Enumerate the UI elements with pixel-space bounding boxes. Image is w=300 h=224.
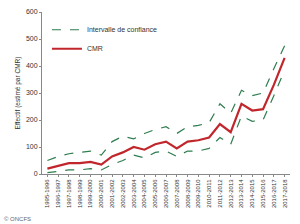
svg-text:600: 600 <box>26 8 38 15</box>
svg-text:Effectif (estimé par CMR): Effectif (estimé par CMR) <box>14 57 22 130</box>
svg-text:2009-2010: 2009-2010 <box>195 179 201 208</box>
svg-text:© ONCFS: © ONCFS <box>4 216 31 222</box>
svg-text:Intervalle de confiance: Intervalle de confiance <box>87 26 157 33</box>
svg-text:400: 400 <box>26 62 38 69</box>
svg-text:2007-2008: 2007-2008 <box>174 179 180 208</box>
svg-text:200: 200 <box>26 116 38 123</box>
svg-text:1996-1997: 1996-1997 <box>55 179 61 208</box>
svg-text:2010-2011: 2010-2011 <box>206 179 212 208</box>
svg-text:1998-1999: 1998-1999 <box>77 179 83 208</box>
svg-text:2003-2004: 2003-2004 <box>131 179 137 208</box>
svg-text:2015-2016: 2015-2016 <box>260 179 266 208</box>
svg-text:2006-2007: 2006-2007 <box>163 179 169 208</box>
svg-text:2012-2013: 2012-2013 <box>228 179 234 208</box>
svg-text:2013-2014: 2013-2014 <box>238 179 244 208</box>
svg-text:0: 0 <box>34 170 38 177</box>
svg-text:2004-2005: 2004-2005 <box>141 179 147 208</box>
svg-text:2017-2018: 2017-2018 <box>282 179 288 208</box>
svg-text:2011-2012: 2011-2012 <box>217 179 223 208</box>
svg-text:1997-1998: 1997-1998 <box>66 179 72 208</box>
svg-text:2008-2009: 2008-2009 <box>185 179 191 208</box>
svg-text:2005-2006: 2005-2006 <box>152 179 158 208</box>
svg-text:1995-1996: 1995-1996 <box>44 179 50 208</box>
svg-text:1999-2000: 1999-2000 <box>87 179 93 208</box>
svg-text:2014-2015: 2014-2015 <box>249 179 255 208</box>
svg-text:100: 100 <box>26 143 38 150</box>
svg-text:300: 300 <box>26 89 38 96</box>
svg-text:2016-2017: 2016-2017 <box>271 179 277 208</box>
svg-text:500: 500 <box>26 35 38 42</box>
svg-text:2000-2001: 2000-2001 <box>98 179 104 208</box>
svg-text:2002-2003: 2002-2003 <box>120 179 126 208</box>
svg-text:2001-2002: 2001-2002 <box>109 179 115 208</box>
svg-text:CMR: CMR <box>87 45 103 52</box>
